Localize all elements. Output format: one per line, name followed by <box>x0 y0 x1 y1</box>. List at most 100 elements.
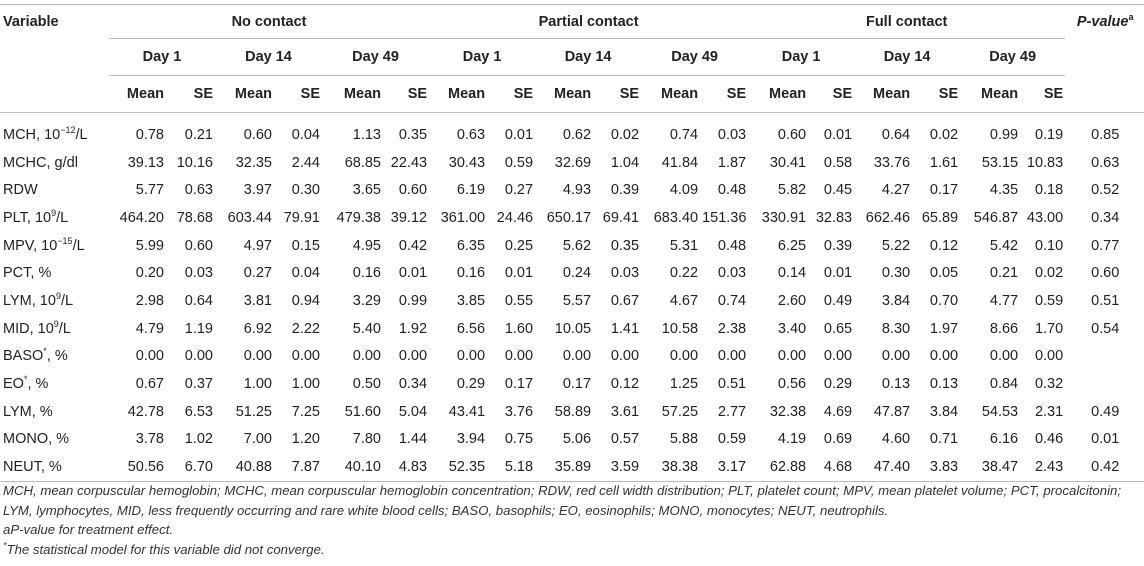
day-header: Day 49 <box>322 38 430 76</box>
se-cell: 0.02 <box>929 126 959 143</box>
se-cell: 2.38 <box>717 320 747 337</box>
se-cell: 0.99 <box>398 292 428 309</box>
se-cell: 0.01 <box>823 265 853 282</box>
mean-cell: 0.00 <box>881 348 911 365</box>
se-cell: 7.87 <box>291 459 320 476</box>
se-cell: 0.64 <box>184 292 213 309</box>
mean-cell: 0.00 <box>352 348 381 365</box>
mean-cell: 57.25 <box>661 403 699 420</box>
mean-cell: 38.38 <box>661 459 699 476</box>
mean-cell: 0.56 <box>777 376 807 393</box>
se-cell: 0.58 <box>823 154 853 171</box>
se-cell: 79.91 <box>283 209 320 226</box>
mean-cell: 3.65 <box>352 182 381 199</box>
mean-cell: 53.15 <box>981 154 1019 171</box>
mean-cell: 4.27 <box>881 182 911 199</box>
se-cell: 4.69 <box>823 403 853 420</box>
se-cell: 0.67 <box>610 292 640 309</box>
mean-cell: 0.13 <box>881 376 911 393</box>
mean-cell: 5.82 <box>777 182 807 199</box>
se-cell: 4.83 <box>398 459 428 476</box>
table-row: MCH, 10−12/L 0.78 0.21 0.60 0.04 1.13 0.35 0.63… <box>0 113 1144 149</box>
se-cell: 3.83 <box>929 459 959 476</box>
table-row: LYM, % 42.78 6.53 51.25 7.25 51.60 5.04 43.41 3.… <box>0 398 1144 426</box>
mean-cell: 50.56 <box>127 459 164 476</box>
variable-label: LYM, 109/L <box>3 291 74 309</box>
se-cell: 1.19 <box>184 320 213 337</box>
se-cell: 5.04 <box>398 403 428 420</box>
se-cell: 1.44 <box>398 431 428 448</box>
mean-cell: 4.95 <box>352 237 381 254</box>
stat-header-row: Mean SE Mean SE Mean SE Mean SE Mean SE Mean SE Mean… <box>0 76 1144 113</box>
table-row: LYM, 109/L 2.98 0.64 3.81 0.94 3.29 0.99 3.85 0.… <box>0 287 1144 315</box>
se-cell: 0.00 <box>929 348 959 365</box>
mean-cell: 3.97 <box>243 182 272 199</box>
mean-cell: 42.78 <box>127 403 164 420</box>
mean-cell: 0.62 <box>562 126 592 143</box>
pvalue-note: aP-value for treatment effect. <box>3 522 174 537</box>
mean-cell: 0.22 <box>669 265 699 282</box>
se-cell: 0.00 <box>291 348 320 365</box>
se-cell: 0.71 <box>929 431 959 448</box>
mean-cell: 47.40 <box>873 459 911 476</box>
mean-cell: 1.00 <box>243 376 272 393</box>
mean-cell: 5.06 <box>562 431 592 448</box>
mean-header: Mean <box>661 86 699 102</box>
mean-cell: 0.74 <box>669 126 699 143</box>
se-cell: 3.61 <box>610 403 640 420</box>
se-cell: 0.03 <box>717 265 747 282</box>
table-row: MCHC, g/dl 39.13 10.16 32.35 2.44 68.85 22.43 3… <box>0 149 1144 177</box>
variable-label: LYM, % <box>3 403 53 420</box>
variable-label: MID, 109/L <box>3 318 71 337</box>
se-cell: 0.17 <box>929 182 959 199</box>
mean-cell: 4.77 <box>989 292 1019 309</box>
se-cell: 0.94 <box>291 292 320 309</box>
mean-cell: 35.89 <box>554 459 592 476</box>
table-body: MCH, 10−12/L 0.78 0.21 0.60 0.04 1.13 0.35 0.63… <box>0 113 1144 482</box>
day-header: Day 1 <box>109 38 215 76</box>
mean-cell: 0.27 <box>243 265 272 282</box>
se-cell: 0.04 <box>291 126 320 143</box>
se-cell: 2.43 <box>1034 459 1064 476</box>
mean-cell: 0.00 <box>243 348 272 365</box>
mean-cell: 4.60 <box>881 431 911 448</box>
mean-cell: 40.88 <box>235 459 272 476</box>
mean-cell: 5.88 <box>669 431 699 448</box>
mean-cell: 47.87 <box>873 403 911 420</box>
mean-cell: 30.43 <box>448 154 486 171</box>
se-cell: 0.03 <box>184 265 213 282</box>
se-cell: 0.65 <box>823 320 853 337</box>
se-cell: 6.53 <box>184 403 213 420</box>
se-cell: 5.18 <box>504 459 534 476</box>
mean-cell: 51.60 <box>344 403 381 420</box>
se-cell: 1.60 <box>504 320 534 337</box>
se-cell: 1.70 <box>1034 320 1064 337</box>
se-header: SE <box>513 86 534 102</box>
se-cell: 0.01 <box>504 265 534 282</box>
mean-cell: 58.89 <box>554 403 592 420</box>
mean-cell: 0.00 <box>562 348 592 365</box>
day-header: Day 1 <box>748 38 855 76</box>
se-cell: 43.00 <box>1026 209 1064 226</box>
table-row: PLT, 109/L 464.20 78.68 603.44 79.91 479.38 39… <box>0 204 1144 232</box>
se-cell: 0.49 <box>823 292 853 309</box>
variable-label: MCHC, g/dl <box>3 154 78 171</box>
se-header: SE <box>1043 86 1064 102</box>
se-cell: 0.10 <box>1034 237 1064 254</box>
mean-cell: 0.14 <box>777 265 807 282</box>
se-cell: 0.02 <box>1034 265 1064 282</box>
se-cell: 0.75 <box>504 431 534 448</box>
mean-cell: 8.66 <box>989 320 1019 337</box>
day-header: Day 14 <box>215 38 322 76</box>
mean-cell: 5.22 <box>881 237 911 254</box>
mean-cell: 3.94 <box>456 431 486 448</box>
se-cell: 10.83 <box>1026 154 1064 171</box>
mean-cell: 1.13 <box>352 126 381 143</box>
mean-cell: 603.44 <box>227 209 272 226</box>
mean-cell: 2.98 <box>135 292 164 309</box>
se-cell: 1.97 <box>929 320 959 337</box>
pvalue-cell: 0.51 <box>1091 292 1120 309</box>
variable-label: NEUT, % <box>3 459 62 476</box>
mean-cell: 33.76 <box>873 154 911 171</box>
mean-cell: 650.17 <box>546 209 592 226</box>
